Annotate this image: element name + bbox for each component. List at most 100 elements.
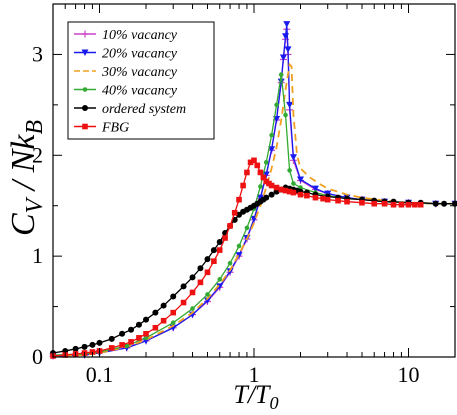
data-point <box>432 200 439 207</box>
data-point <box>283 21 291 28</box>
data-point <box>405 201 412 208</box>
data-point <box>236 196 242 203</box>
data-point <box>256 194 264 202</box>
legend-entry: 20% vacancy <box>74 47 178 62</box>
data-point <box>269 132 274 138</box>
data-point <box>170 309 177 316</box>
data-point <box>282 187 289 194</box>
legend-label: 30% vacancy <box>101 65 178 80</box>
legend-label: ordered system <box>102 102 186 117</box>
data-point <box>72 345 79 352</box>
legend-marker <box>82 123 88 130</box>
data-point <box>359 199 365 206</box>
data-point <box>205 292 210 297</box>
legend: 10% vacancy 20% vacancy 30% vacancy 40% vac… <box>67 21 215 140</box>
data-point <box>190 306 195 311</box>
data-point <box>216 247 223 253</box>
legend-label: 20% vacancy <box>102 47 178 62</box>
data-point <box>160 302 167 309</box>
data-point <box>277 78 285 86</box>
data-point <box>235 252 243 259</box>
data-point <box>311 185 319 193</box>
y-tick-label: 1 <box>32 243 43 268</box>
data-point <box>278 186 285 193</box>
x-axis-title: T/T0 <box>233 380 278 413</box>
x-tick-label: 10 <box>397 362 419 387</box>
data-point <box>441 200 448 207</box>
data-point <box>231 209 238 216</box>
data-point <box>262 171 270 178</box>
data-point <box>257 169 264 176</box>
data-point <box>96 339 103 346</box>
data-point <box>263 160 269 165</box>
data-point <box>227 223 233 229</box>
data-point <box>289 154 297 161</box>
legend-marker <box>81 30 89 38</box>
data-point <box>390 201 397 208</box>
data-point <box>216 239 223 246</box>
data-point <box>291 181 296 186</box>
legend-label: 40% vacancy <box>102 84 178 99</box>
legend-entry: FBG <box>74 121 129 136</box>
data-point <box>274 102 279 108</box>
data-point <box>320 195 326 202</box>
data-point <box>119 342 125 348</box>
x-tick-label: 0.1 <box>86 362 114 387</box>
data-point <box>297 191 304 198</box>
data-point <box>260 174 267 181</box>
data-point <box>136 335 142 341</box>
data-point <box>124 343 130 349</box>
data-point <box>312 194 319 201</box>
data-point <box>279 54 287 61</box>
legend-marker <box>82 105 88 111</box>
data-point <box>89 349 96 355</box>
data-point <box>204 269 211 276</box>
data-point <box>268 191 275 198</box>
data-point <box>286 101 294 109</box>
data-point <box>210 247 217 254</box>
data-point <box>273 184 280 191</box>
data-point <box>197 279 204 286</box>
data-point <box>417 201 424 208</box>
data-point <box>180 283 187 290</box>
data-point <box>197 265 204 272</box>
data-point <box>297 176 305 183</box>
data-point <box>227 260 233 266</box>
data-point <box>222 235 228 241</box>
data-point <box>282 33 290 40</box>
data-point <box>251 157 257 164</box>
y-tick-label: 3 <box>32 41 43 66</box>
y-tick-label: 0 <box>32 344 43 369</box>
data-point <box>398 201 405 208</box>
data-point <box>170 293 177 300</box>
data-point <box>217 277 223 282</box>
data-point <box>240 182 246 189</box>
data-point <box>244 225 250 231</box>
legend-entry: 10% vacancy <box>74 28 178 43</box>
data-point <box>236 243 242 249</box>
data-point <box>143 331 149 337</box>
data-point <box>216 283 224 290</box>
legend-marker <box>82 87 88 92</box>
data-point <box>189 274 196 281</box>
legend-entry: 30% vacancy <box>74 65 178 80</box>
data-point <box>287 168 292 173</box>
data-point <box>268 182 275 189</box>
data-point <box>371 200 378 207</box>
data-point <box>152 324 159 331</box>
data-point <box>119 330 126 337</box>
data-point <box>254 162 261 169</box>
data-point <box>324 196 331 203</box>
series-2 <box>52 62 455 357</box>
data-point <box>128 326 135 333</box>
series-line <box>52 62 455 357</box>
legend-entry: 40% vacancy <box>74 84 178 99</box>
data-point <box>203 297 211 305</box>
data-point <box>283 112 288 118</box>
legend-marker <box>81 49 89 56</box>
legend-entry: ordered system <box>74 102 186 117</box>
data-point <box>204 256 211 263</box>
data-point <box>247 159 254 166</box>
data-point <box>189 289 196 296</box>
data-point <box>160 317 167 324</box>
